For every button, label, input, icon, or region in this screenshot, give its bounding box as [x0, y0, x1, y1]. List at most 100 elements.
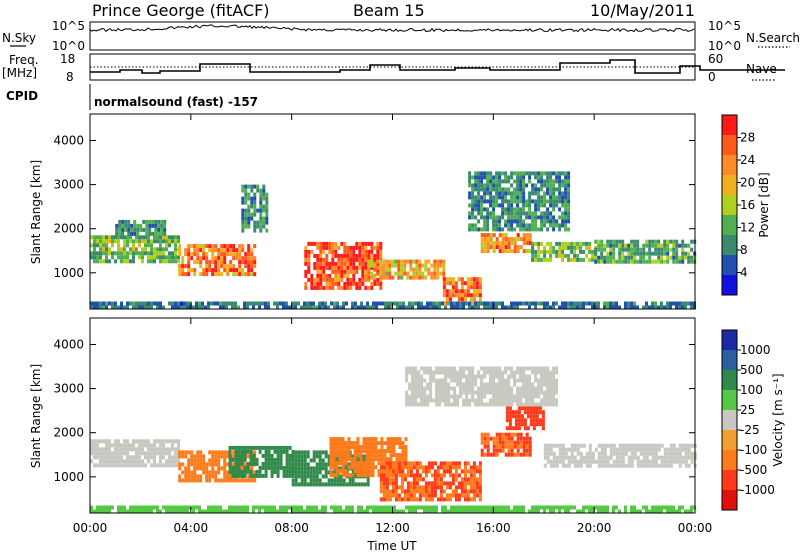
heatmap-cell — [393, 301, 396, 306]
heatmap-cell — [501, 249, 505, 254]
heatmap-cell — [540, 219, 544, 224]
heatmap-cell — [316, 241, 320, 246]
heatmap-cell — [540, 171, 544, 176]
heatmap-cell — [126, 301, 129, 306]
heatmap-cell — [329, 461, 333, 466]
heatmap-cell — [376, 265, 380, 270]
heatmap-cell — [606, 255, 610, 260]
heatmap-cell — [309, 301, 312, 306]
heatmap-cell — [214, 478, 218, 483]
heatmap-cell — [389, 449, 393, 454]
heatmap-cell — [675, 447, 679, 452]
heatmap-cell — [205, 474, 209, 479]
heatmap-cell — [338, 437, 342, 442]
heatmap-cell — [660, 509, 663, 514]
heatmap-cell — [510, 366, 514, 371]
heatmap-cell — [657, 251, 661, 256]
heatmap-cell — [129, 235, 132, 240]
heatmap-cell — [552, 183, 556, 188]
heatmap-cell — [465, 374, 469, 379]
heatmap-cell — [543, 443, 547, 448]
heatmap-cell — [132, 509, 135, 514]
heatmap-cell — [528, 175, 532, 180]
heatmap-cell — [504, 195, 508, 200]
heatmap-cell — [537, 241, 541, 246]
heatmap-cell — [448, 469, 452, 474]
heatmap-cell — [232, 252, 236, 257]
heatmap-cell — [346, 281, 350, 286]
heatmap-cell — [291, 450, 295, 455]
heatmap-cell — [108, 259, 111, 264]
heatmap-cell — [642, 243, 646, 248]
heatmap-cell — [210, 505, 213, 510]
heatmap-cell — [483, 241, 487, 246]
heatmap-cell — [543, 301, 546, 306]
heatmap-cell — [636, 259, 640, 264]
heatmap-cell — [400, 263, 404, 268]
heatmap-cell — [516, 223, 520, 228]
heatmap-cell — [498, 366, 502, 371]
heatmap-cell — [397, 497, 401, 502]
heatmap-cell — [259, 208, 263, 213]
heatmap-cell — [576, 463, 580, 468]
heatmap-cell — [528, 394, 532, 399]
heatmap-cell — [148, 231, 152, 236]
heatmap-cell — [244, 260, 248, 265]
heatmap-cell — [543, 215, 547, 220]
heatmap-cell — [362, 437, 366, 442]
heatmap-cell — [93, 305, 96, 310]
heatmap-cell — [475, 477, 479, 482]
heatmap-cell — [159, 451, 162, 456]
heatmap-cell — [549, 195, 553, 200]
heatmap-cell — [615, 447, 619, 452]
heatmap-cell — [504, 191, 508, 196]
heatmap-cell — [279, 505, 282, 510]
heatmap-cell — [564, 505, 567, 510]
heatmap-cell — [411, 398, 415, 403]
heatmap-cell — [118, 223, 122, 228]
heatmap-cell — [403, 263, 407, 268]
heatmap-cell — [684, 301, 687, 306]
heatmap-cell — [675, 305, 678, 310]
heatmap-cell — [558, 241, 562, 246]
heatmap-cell — [335, 449, 339, 454]
heatmap-cell — [306, 474, 310, 479]
heatmap-cell — [660, 305, 663, 310]
heatmap-cell — [359, 473, 363, 478]
heatmap-cell — [250, 466, 254, 471]
heatmap-cell — [552, 187, 556, 192]
heatmap-cell — [514, 418, 518, 423]
heatmap-cell — [516, 215, 520, 220]
heatmap-cell — [297, 482, 301, 487]
heatmap-cell — [489, 390, 493, 395]
heatmap-cell — [357, 505, 360, 510]
heatmap-cell — [102, 455, 105, 460]
heatmap-cell — [552, 223, 556, 228]
heatmap-cell — [168, 455, 171, 460]
heatmap-cell — [570, 447, 574, 452]
heatmap-cell — [406, 469, 410, 474]
heatmap-cell — [600, 259, 604, 264]
heatmap-cell — [558, 455, 562, 460]
heatmap-cell — [672, 459, 676, 464]
heatmap-cell — [303, 478, 307, 483]
heatmap-cell — [636, 239, 640, 244]
heatmap-cell — [133, 219, 137, 224]
heatmap-cell — [457, 485, 461, 490]
heatmap-cell — [579, 463, 583, 468]
heatmap-cell — [253, 196, 257, 201]
heatmap-cell — [517, 406, 521, 411]
heatmap-cell — [235, 248, 239, 253]
heatmap-cell — [393, 505, 396, 510]
heatmap-cell — [199, 450, 203, 455]
heatmap-cell — [501, 398, 505, 403]
heatmap-cell — [522, 402, 526, 407]
heatmap-cell — [171, 251, 174, 256]
heatmap-cell — [501, 241, 505, 246]
heatmap-cell — [639, 463, 643, 468]
heatmap-cell — [480, 452, 484, 457]
heatmap-cell — [555, 249, 559, 254]
heatmap-cell — [147, 239, 150, 244]
heatmap-cell — [99, 447, 102, 452]
heatmap-cell — [124, 223, 128, 228]
